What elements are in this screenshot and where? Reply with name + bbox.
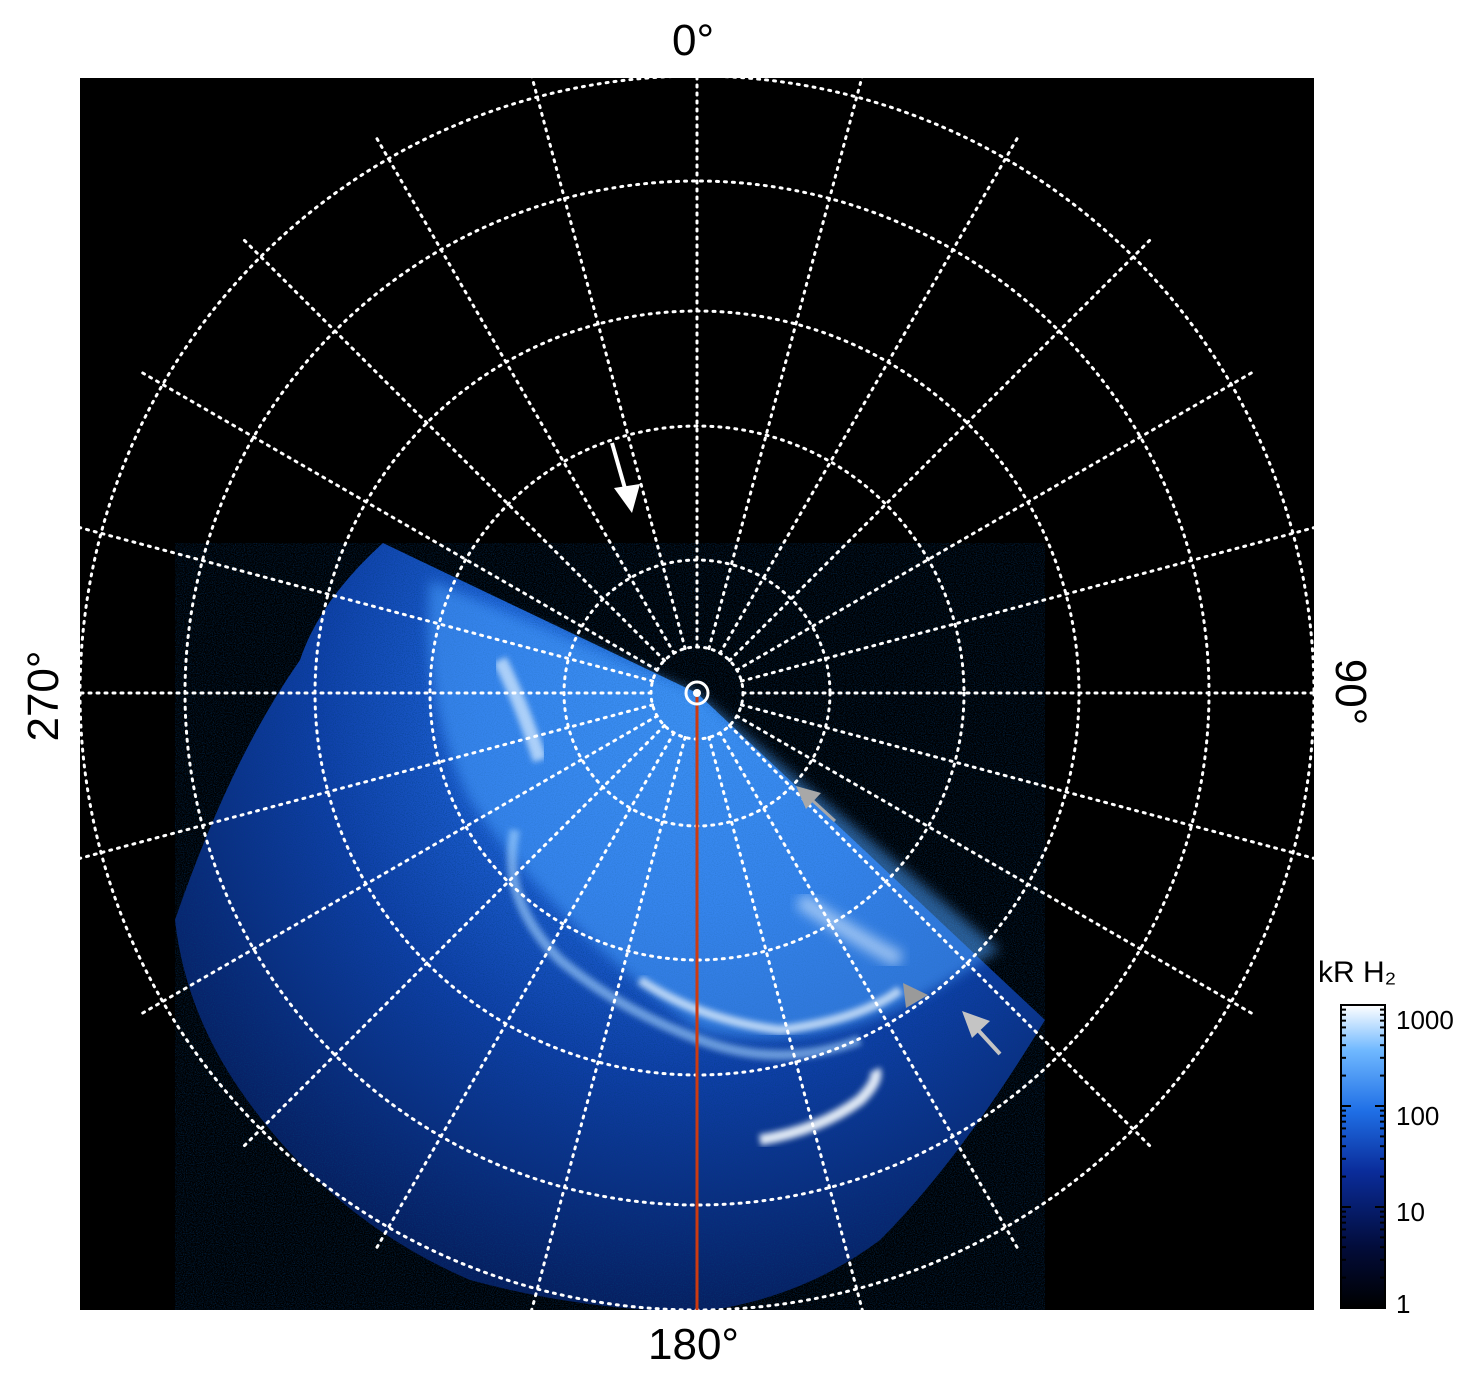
pole-marker <box>684 680 710 706</box>
longitude-label-left: 270° <box>19 650 68 742</box>
grid-meridian-165 <box>707 735 864 1310</box>
colorbar-tick-100: 100 <box>1396 1101 1440 1131</box>
grid-meridian-285 <box>80 526 655 683</box>
gray-arrowhead-lower <box>903 983 928 1008</box>
grid-meridian-60 <box>735 371 1253 672</box>
polar-grid <box>80 78 1314 1310</box>
longitude-label-right: 90° <box>1326 658 1375 726</box>
grid-meridian-15 <box>707 78 864 651</box>
colorbar <box>1340 1004 1386 1309</box>
grid-meridian-75 <box>739 526 1314 683</box>
grid-meridian-315 <box>242 238 666 662</box>
grid-meridian-135 <box>728 724 1152 1148</box>
white-arrow <box>610 442 640 513</box>
gray-arrow-upper <box>796 786 837 823</box>
grid-meridian-105 <box>739 703 1314 860</box>
grid-meridian-255 <box>80 703 655 860</box>
grid-meridian-225 <box>242 724 666 1148</box>
grid-meridian-300 <box>141 371 659 672</box>
grid-meridian-345 <box>530 78 687 651</box>
grid-meridian-330 <box>375 137 676 655</box>
grid-meridian-150 <box>718 731 1019 1249</box>
gray-arrow-lower <box>962 1011 1002 1056</box>
grid-meridian-45 <box>728 238 1152 662</box>
aurora-emission-region <box>175 543 1045 1310</box>
colorbar-tick-10: 10 <box>1396 1197 1425 1227</box>
colorbar-tick-1: 1 <box>1396 1289 1411 1319</box>
grid-meridian-240 <box>141 714 659 1015</box>
colorbar-title: kR H₂ <box>1318 956 1397 989</box>
longitude-label-top: 0° <box>672 16 715 65</box>
grid-meridian-210 <box>375 731 676 1249</box>
longitude-label-bottom: 180° <box>648 1320 740 1369</box>
grid-meridian-195 <box>530 735 687 1310</box>
colorbar-tick-1000: 1000 <box>1396 1005 1454 1035</box>
grid-meridian-30 <box>718 137 1019 655</box>
grid-meridian-120 <box>735 714 1253 1015</box>
